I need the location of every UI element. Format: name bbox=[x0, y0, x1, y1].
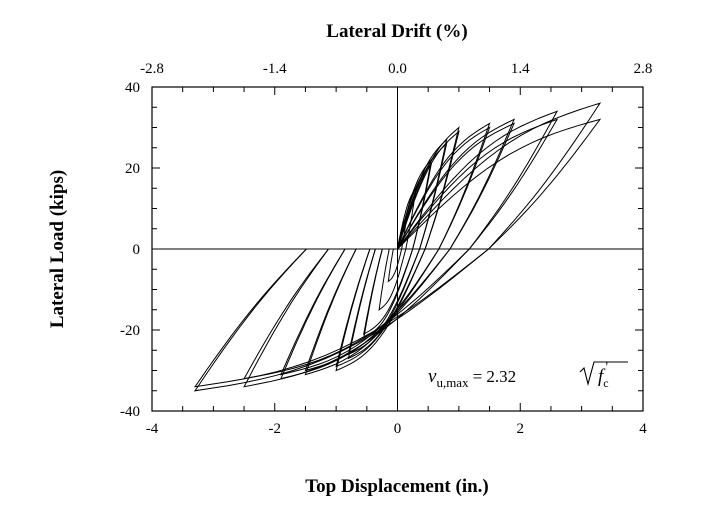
annotation-equals: = 2.32 bbox=[473, 367, 517, 386]
zero-lines bbox=[152, 87, 643, 411]
y-tick-label: 40 bbox=[125, 80, 140, 96]
x-tick-label: -4 bbox=[146, 421, 159, 437]
x2-tick-label: 1.4 bbox=[511, 61, 530, 77]
x2-tick-label: 0.0 bbox=[388, 61, 407, 77]
vu-max-annotation: vu,max = 2.32 fc' bbox=[428, 359, 628, 390]
annotation-subscript: u,max bbox=[436, 375, 469, 390]
x-axis-title: Top Displacement (in.) bbox=[305, 476, 489, 497]
annotation-text: vu,max = 2.32 bbox=[428, 366, 516, 390]
annotation-radicand: fc' bbox=[598, 359, 609, 390]
x2-tick-label: -1.4 bbox=[263, 61, 287, 77]
annotation-symbol: v bbox=[428, 366, 437, 387]
y-tick-label: -20 bbox=[120, 323, 140, 339]
annotation-radicand-sub: c bbox=[603, 376, 608, 390]
annotation-prime: ' bbox=[606, 359, 608, 374]
x2-tick-label: 2.8 bbox=[634, 61, 653, 77]
x-tick-label: 2 bbox=[517, 421, 525, 437]
sqrt-sign bbox=[579, 361, 628, 387]
x-tick-label: 4 bbox=[639, 421, 647, 437]
y-axis-title: Lateral Load (kips) bbox=[47, 170, 68, 328]
x-tick-label: -2 bbox=[269, 421, 282, 437]
y-tick-label: 20 bbox=[125, 161, 140, 177]
y-tick-label: -40 bbox=[120, 404, 140, 420]
axis-ticks bbox=[151, 86, 644, 412]
top-axis-title: Lateral Drift (%) bbox=[326, 21, 467, 42]
x2-tick-label: -2.8 bbox=[140, 61, 164, 77]
y-tick-label: 0 bbox=[133, 242, 141, 258]
x-tick-label: 0 bbox=[394, 421, 402, 437]
